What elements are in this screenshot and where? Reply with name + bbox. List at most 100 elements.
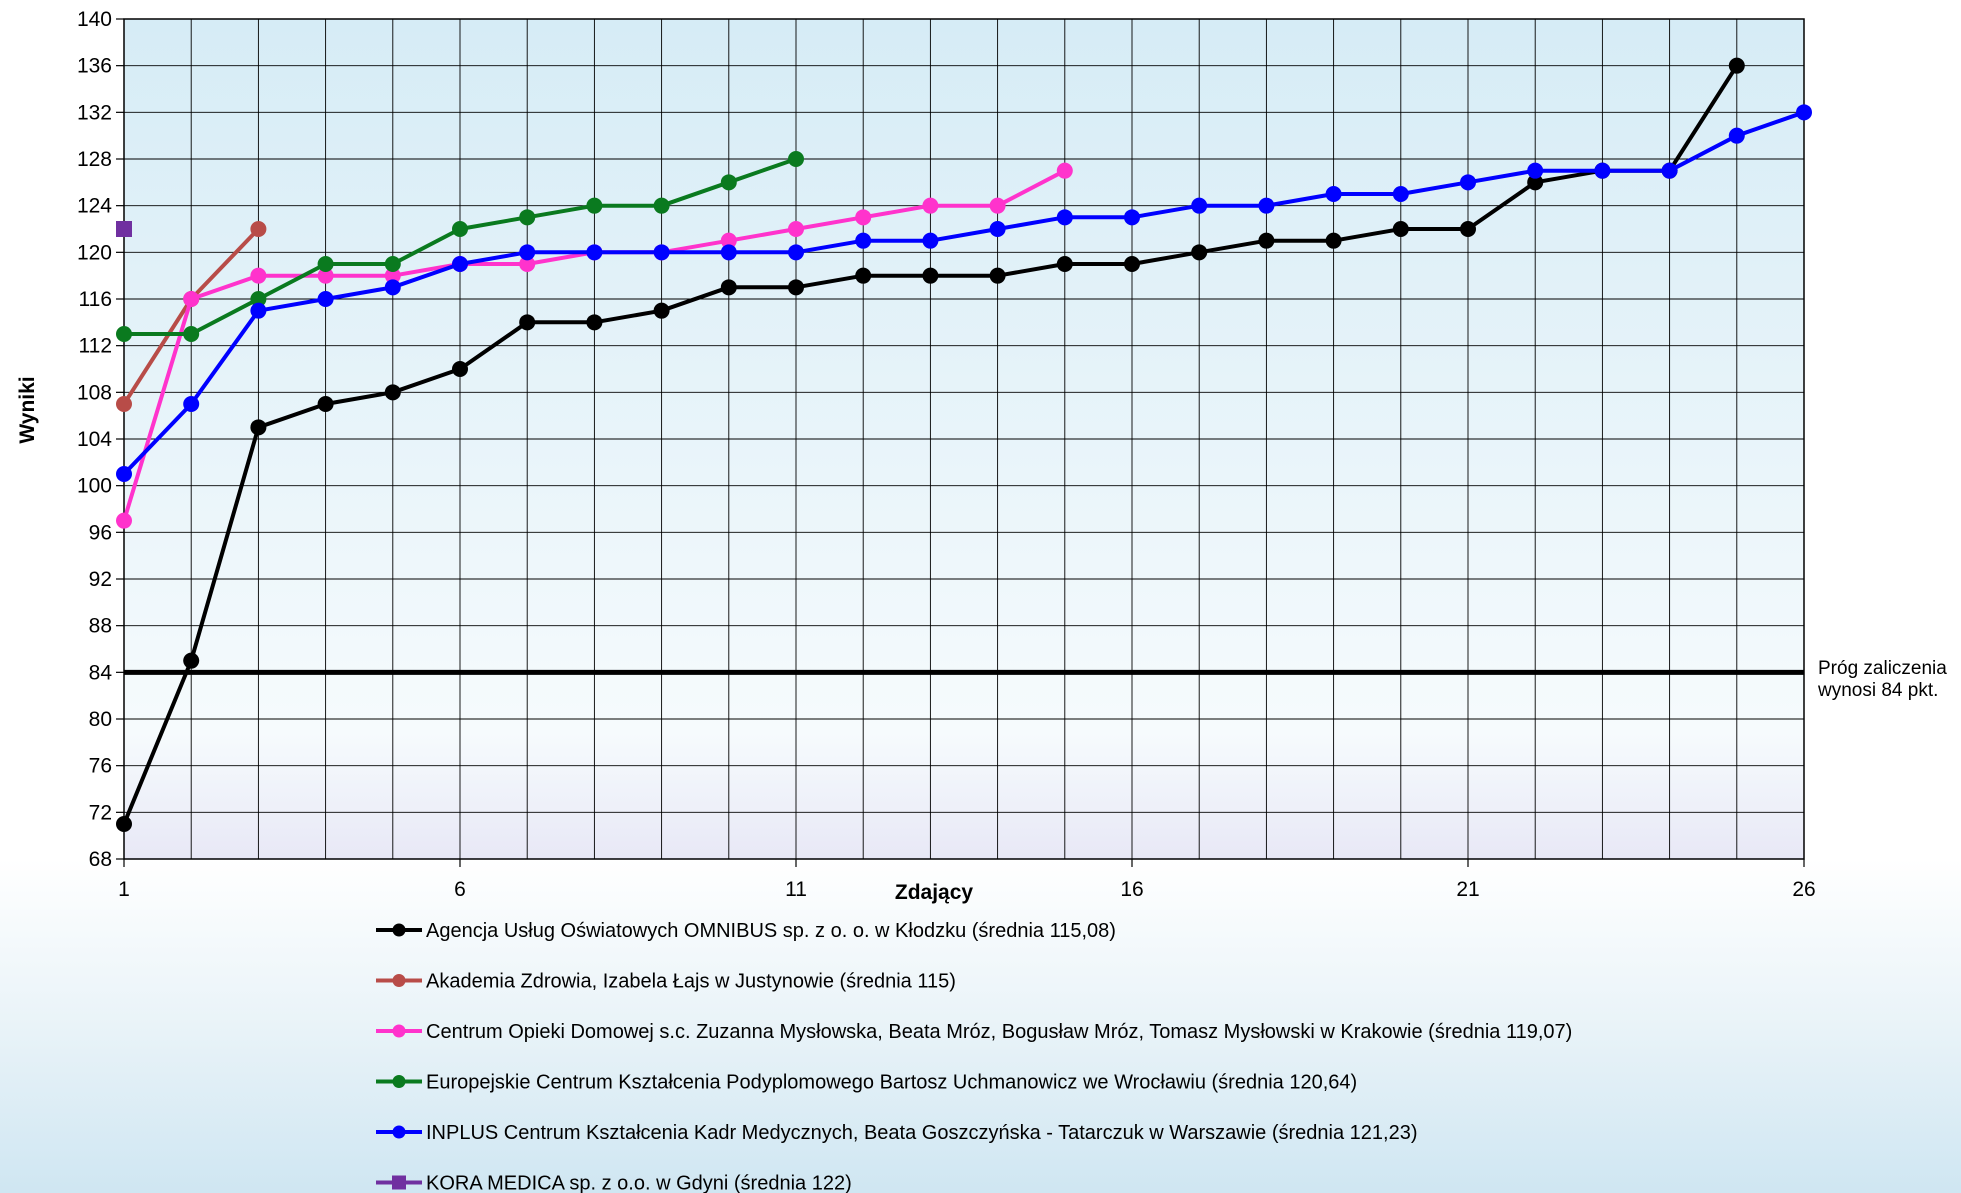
legend-item: Akademia Zdrowia, Izabela Łajs w Justyno… (376, 971, 956, 993)
data-point (519, 256, 536, 272)
y-tick-label: 76 (89, 755, 112, 778)
data-point (183, 396, 200, 412)
data-point (384, 279, 401, 296)
data-point (116, 326, 132, 342)
data-point (250, 419, 267, 436)
y-tick-label: 84 (89, 661, 113, 684)
data-point (1728, 57, 1745, 74)
legend-item: Europejskie Centrum Kształcenia Podyplom… (376, 1072, 1357, 1094)
y-tick-label: 120 (77, 241, 112, 264)
series-0 (116, 57, 1745, 832)
series-group (116, 57, 1812, 832)
legend-marker (392, 1125, 406, 1139)
y-tick-label: 96 (89, 521, 112, 544)
data-point (720, 232, 737, 249)
data-point (1460, 174, 1476, 191)
data-point (116, 512, 132, 529)
data-point (250, 267, 267, 284)
y-tick-label: 108 (77, 381, 112, 404)
data-point (1460, 221, 1476, 237)
legend-label: KORA MEDICA sp. z o.o. w Gdyni (średnia … (426, 1173, 852, 1193)
legend-marker (392, 1024, 406, 1038)
y-tick-label: 136 (77, 55, 112, 78)
data-point (317, 291, 334, 307)
data-point (922, 267, 939, 284)
data-point (1527, 174, 1544, 191)
data-point (855, 232, 872, 249)
data-point (1661, 162, 1678, 179)
legend-marker (392, 923, 406, 937)
data-point (788, 221, 804, 237)
legend-label: Akademia Zdrowia, Izabela Łajs w Justyno… (426, 971, 956, 993)
data-point (788, 279, 804, 296)
data-point (384, 267, 401, 284)
x-axis-title: Zdający (895, 881, 974, 904)
data-point (250, 302, 267, 319)
data-point (452, 221, 468, 237)
y-tick-label: 112 (79, 335, 112, 358)
legend-label: Agencja Usług Oświatowych OMNIBUS sp. z … (426, 920, 1116, 942)
legend-marker (392, 1175, 406, 1190)
data-point (116, 221, 132, 237)
legend-item: KORA MEDICA sp. z o.o. w Gdyni (średnia … (376, 1173, 852, 1193)
data-point (788, 244, 804, 261)
data-point (250, 291, 267, 307)
data-point (720, 279, 737, 296)
y-tick-label: 124 (77, 195, 112, 218)
data-point (1056, 256, 1073, 272)
data-point (1124, 256, 1140, 272)
data-point (1392, 186, 1409, 202)
y-tick-label: 128 (77, 148, 112, 171)
x-tick-label: 16 (1120, 878, 1143, 901)
x-tick-label: 21 (1456, 878, 1479, 901)
data-point (788, 151, 804, 167)
x-tick-label: 6 (454, 878, 466, 901)
data-point (1728, 127, 1745, 144)
data-point (1258, 232, 1275, 249)
legend-item: Centrum Opieki Domowej s.c. Zuzanna Mysł… (376, 1021, 1572, 1043)
threshold-label-line2: wynosi 84 pkt. (1817, 680, 1938, 701)
legend-item: INPLUS Centrum Kształcenia Kadr Medyczny… (376, 1122, 1418, 1144)
y-tick-label: 88 (89, 615, 112, 638)
y-axis-title: Wyniki (16, 376, 39, 443)
y-tick-label: 104 (77, 428, 112, 451)
y-tick-label: 80 (89, 708, 112, 731)
data-point (1325, 186, 1342, 202)
data-point (855, 267, 872, 284)
data-point (1392, 221, 1409, 237)
data-point (317, 267, 334, 284)
data-point (1124, 209, 1140, 226)
legend-label: INPLUS Centrum Kształcenia Kadr Medyczny… (426, 1122, 1418, 1144)
series-line (122, 110, 1805, 476)
legend-label: Centrum Opieki Domowej s.c. Zuzanna Mysł… (426, 1021, 1572, 1043)
data-point (989, 197, 1006, 214)
data-point (720, 244, 737, 261)
data-point (1191, 244, 1208, 261)
data-point (989, 267, 1006, 284)
legend-item: Agencja Usług Oświatowych OMNIBUS sp. z … (376, 920, 1116, 942)
data-point (519, 314, 536, 331)
data-point (1056, 209, 1073, 226)
x-tick-label: 1 (118, 878, 130, 901)
data-point (1796, 104, 1812, 121)
data-point (989, 221, 1006, 237)
legend-label: Europejskie Centrum Kształcenia Podyplom… (426, 1072, 1357, 1094)
data-point (1325, 232, 1342, 249)
data-point (586, 314, 603, 331)
data-point (586, 197, 603, 214)
data-point (855, 209, 872, 226)
y-tick-label: 116 (79, 288, 112, 311)
series-4 (116, 104, 1812, 482)
data-point (116, 466, 132, 482)
y-tick-label: 92 (89, 568, 112, 591)
legend: Agencja Usług Oświatowych OMNIBUS sp. z … (376, 920, 1572, 1193)
data-point (317, 256, 334, 272)
data-point (653, 244, 670, 261)
data-point (317, 396, 334, 412)
grid (124, 19, 1804, 859)
legend-marker (392, 1075, 406, 1088)
threshold-label-line1: Próg zaliczenia (1818, 658, 1947, 679)
y-tick-label: 132 (77, 101, 112, 124)
data-point (922, 232, 939, 249)
